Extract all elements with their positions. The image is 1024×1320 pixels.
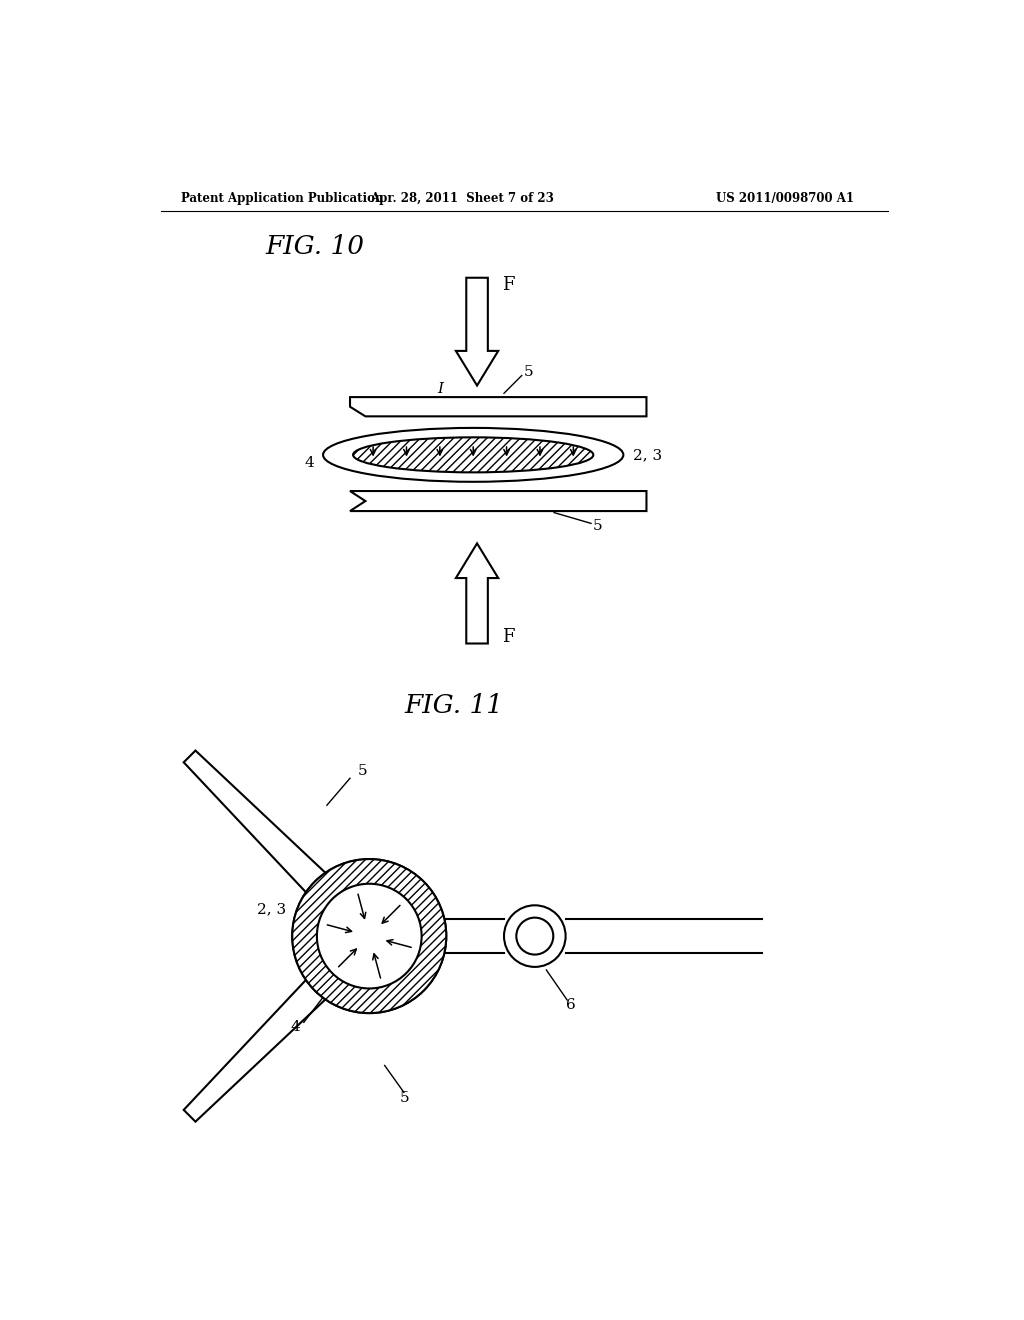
Text: 5: 5 xyxy=(523,366,532,379)
Text: I: I xyxy=(437,383,443,396)
Text: 6: 6 xyxy=(565,998,575,1012)
Text: 5: 5 xyxy=(400,1090,410,1105)
Text: 4: 4 xyxy=(290,1020,300,1034)
Polygon shape xyxy=(183,978,328,1122)
Text: F: F xyxy=(502,276,514,294)
Text: 5: 5 xyxy=(357,763,368,777)
Text: Apr. 28, 2011  Sheet 7 of 23: Apr. 28, 2011 Sheet 7 of 23 xyxy=(370,191,554,205)
Text: F: F xyxy=(502,628,514,647)
Ellipse shape xyxy=(323,428,624,482)
Circle shape xyxy=(292,859,446,1014)
Polygon shape xyxy=(456,544,499,644)
Circle shape xyxy=(292,859,446,1014)
Text: 2, 3: 2, 3 xyxy=(257,902,286,916)
Circle shape xyxy=(316,884,422,989)
Text: 4: 4 xyxy=(304,455,313,470)
Polygon shape xyxy=(456,277,499,385)
Text: 2, 3: 2, 3 xyxy=(633,447,662,462)
Text: FIG. 11: FIG. 11 xyxy=(404,693,504,718)
Polygon shape xyxy=(183,751,328,894)
Text: US 2011/0098700 A1: US 2011/0098700 A1 xyxy=(716,191,854,205)
Text: FIG. 10: FIG. 10 xyxy=(265,235,365,260)
Polygon shape xyxy=(350,397,646,416)
Text: 5: 5 xyxy=(593,519,602,533)
Polygon shape xyxy=(350,491,646,511)
Ellipse shape xyxy=(353,437,593,473)
Text: Patent Application Publication: Patent Application Publication xyxy=(180,191,383,205)
Circle shape xyxy=(516,917,553,954)
Circle shape xyxy=(504,906,565,966)
